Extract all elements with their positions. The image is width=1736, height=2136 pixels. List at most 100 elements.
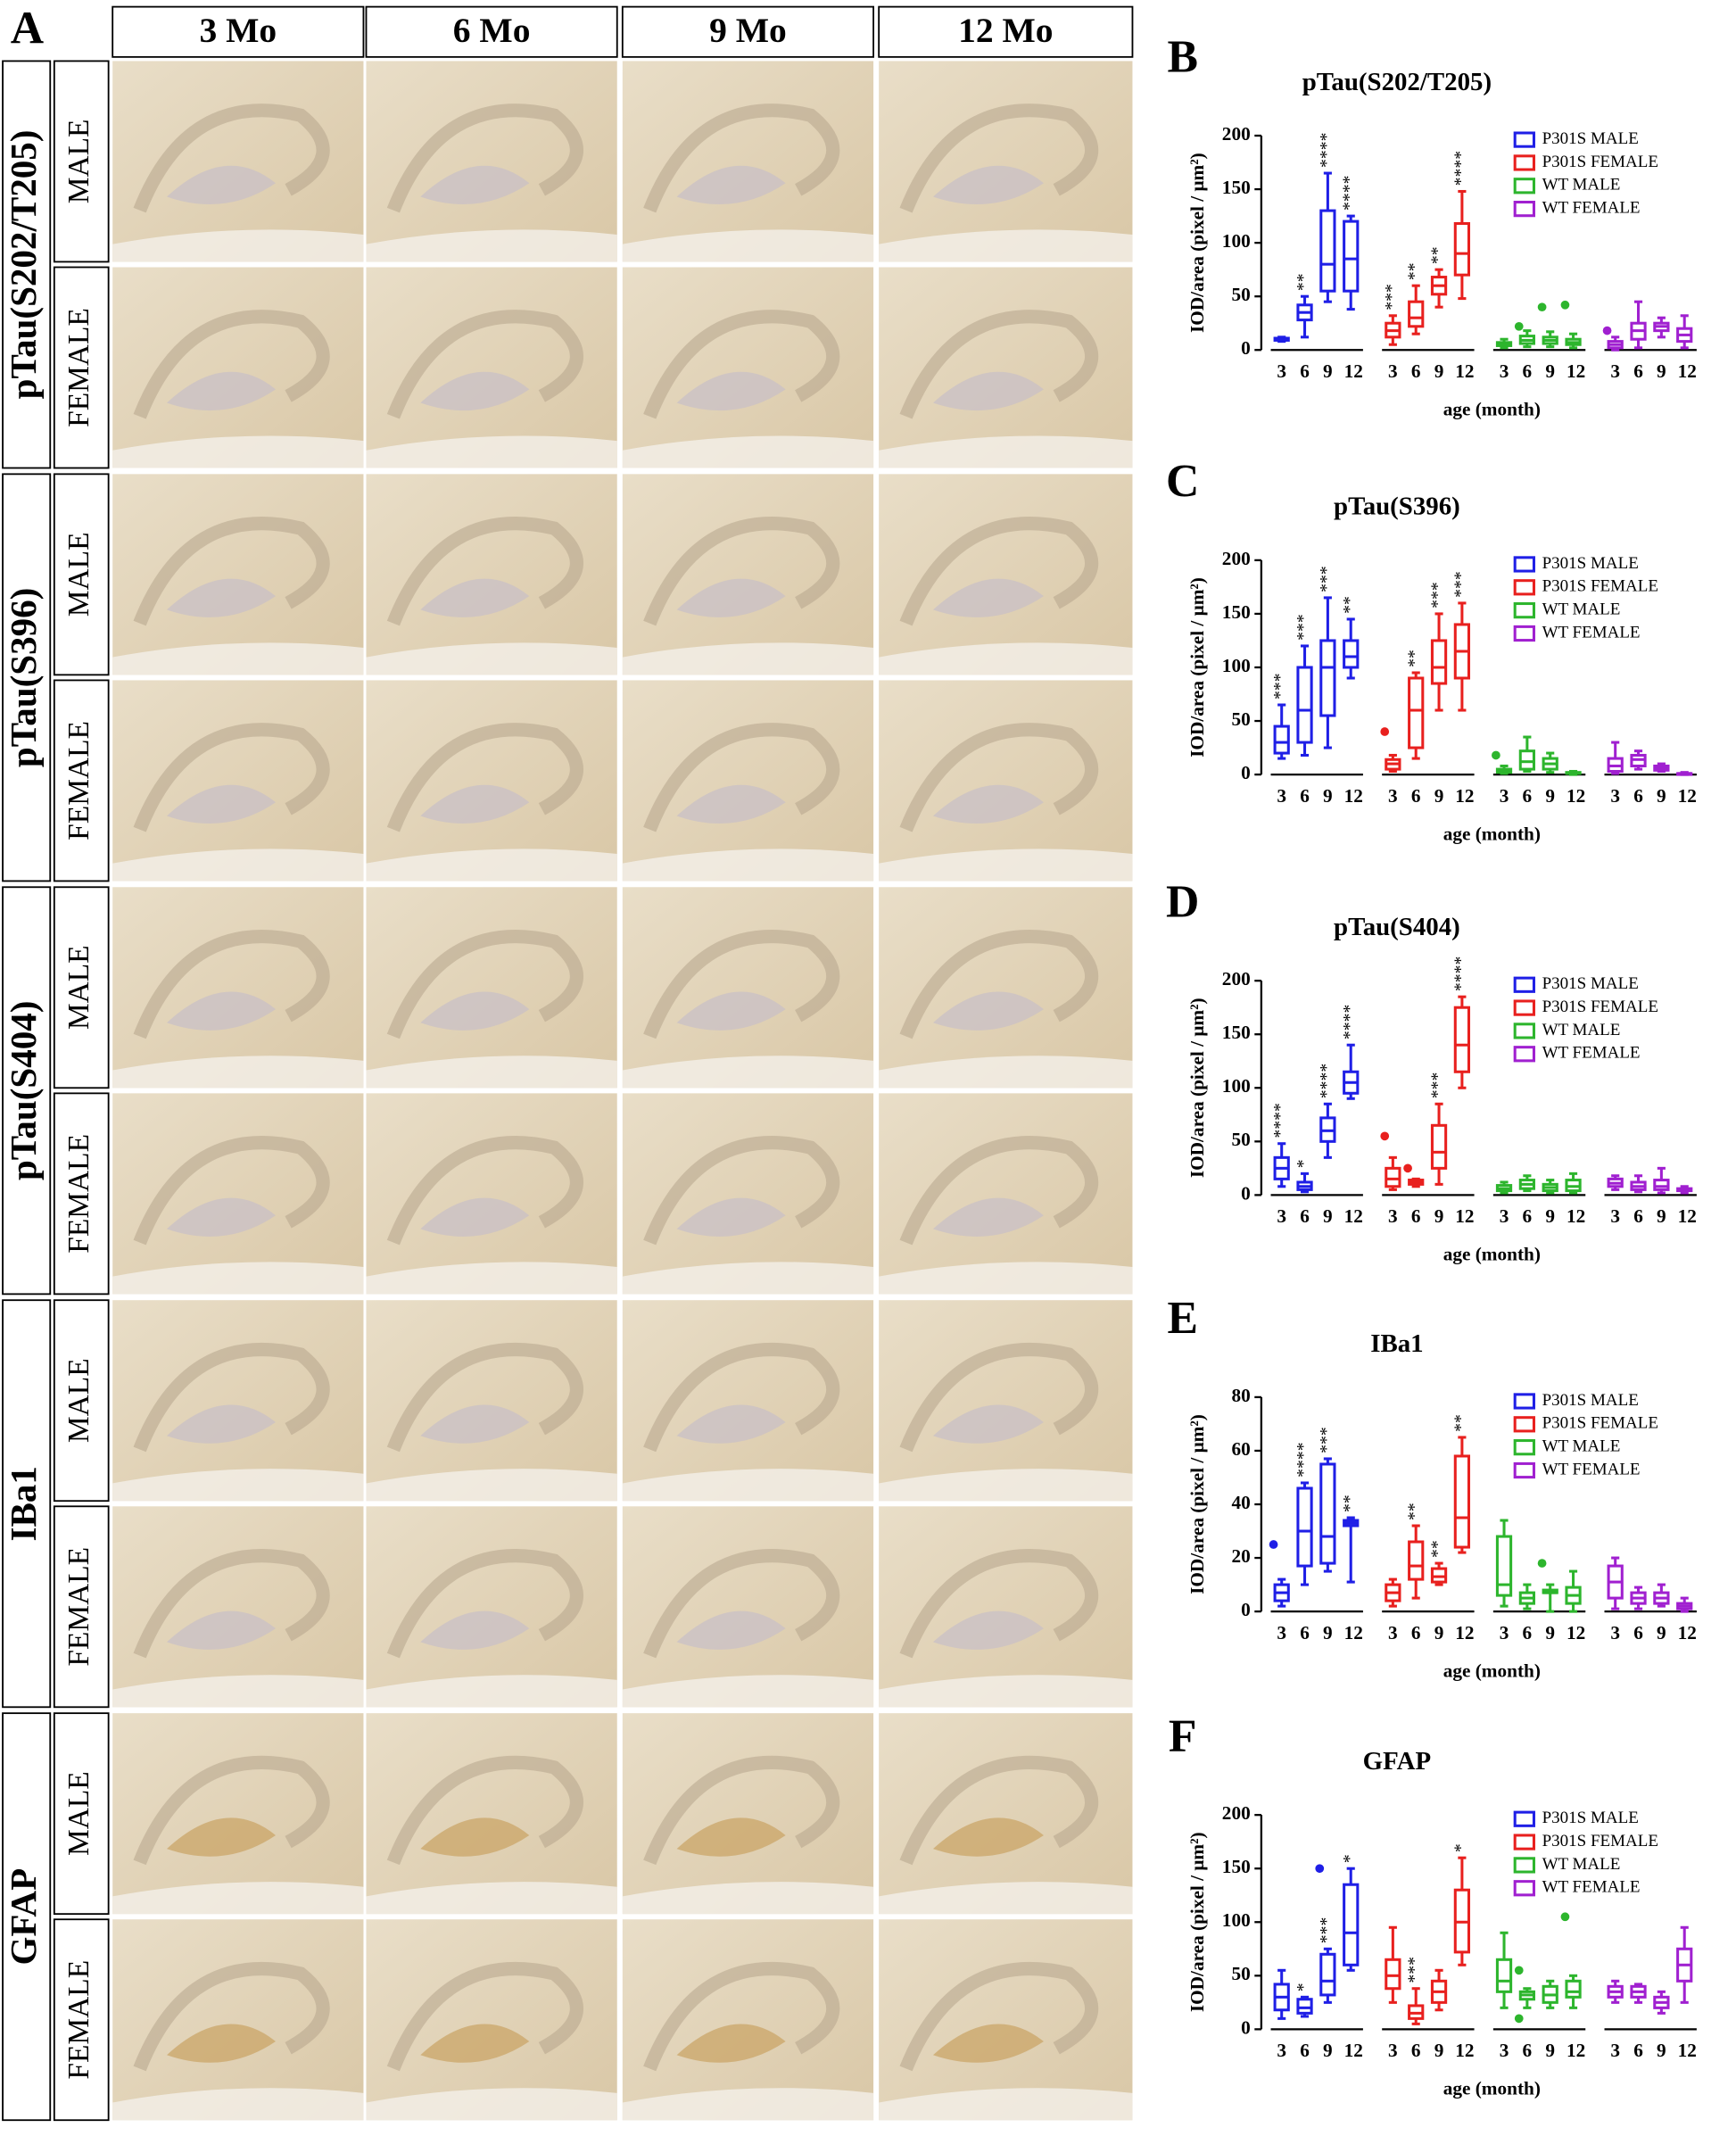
outlier (1514, 1966, 1524, 1975)
ventricle (112, 2088, 364, 2121)
y-tick-label: 50 (1231, 1129, 1250, 1150)
significance: ** (1428, 1540, 1448, 1558)
x-tick-label: 3 (1388, 785, 1398, 807)
hippocampus-outline (133, 929, 330, 1039)
ventricle (366, 435, 617, 468)
box (1296, 1998, 1313, 2015)
x-tick-label: 9 (1657, 1205, 1666, 1227)
chart-title: pTau(S404) (1334, 913, 1460, 941)
sex-box (53, 1918, 110, 2122)
sex-box (53, 679, 110, 882)
y-tick-label: 200 (1222, 548, 1251, 569)
y-tick-label: 150 (1222, 1856, 1251, 1877)
hippocampus-outline (386, 929, 583, 1039)
dentate-gyrus (676, 991, 786, 1031)
dentate-gyrus (167, 1404, 277, 1444)
outlier (1560, 1912, 1570, 1922)
ventricle (622, 1262, 874, 1295)
y-tick-label: 200 (1222, 123, 1251, 145)
legend-swatch (1513, 976, 1535, 993)
x-tick-label: 9 (1323, 360, 1333, 382)
dentate-gyrus (932, 1197, 1044, 1237)
legend-swatch (1513, 999, 1535, 1016)
dentate-gyrus (932, 1404, 1044, 1444)
legend-swatch (1513, 1834, 1535, 1850)
x-tick-label: 6 (1411, 785, 1421, 807)
hippocampus-outline (643, 1342, 840, 1453)
dentate-gyrus (676, 1610, 786, 1650)
x-tick-label: 9 (1545, 1205, 1555, 1227)
x-tick-label: 3 (1610, 1622, 1620, 1643)
hippocampus-outline (643, 1136, 840, 1246)
x-tick-label: 3 (1277, 360, 1286, 382)
legend-label: P301S MALE (1542, 554, 1639, 573)
x-tick-label: 9 (1323, 1622, 1333, 1643)
dentate-gyrus (932, 991, 1044, 1031)
legend-swatch (1513, 579, 1535, 596)
ventricle (879, 1882, 1133, 1915)
hippocampus-outline (386, 1136, 583, 1246)
outlier (1537, 1559, 1547, 1568)
ventricle (366, 642, 617, 675)
x-tick-label: 12 (1678, 2040, 1697, 2061)
significance: ** (1340, 1494, 1360, 1512)
ventricle (112, 849, 364, 882)
hippocampus-outline (899, 517, 1099, 626)
box (1408, 1540, 1425, 1581)
y-tick-label: 100 (1222, 230, 1251, 252)
hippocampus-outline (899, 929, 1099, 1039)
ventricle (112, 229, 364, 262)
x-tick-label: 12 (1344, 785, 1363, 807)
box (1453, 221, 1471, 277)
legend-swatch (1513, 625, 1535, 642)
significance: * (1294, 1159, 1313, 1168)
hippocampus-outline (643, 1755, 840, 1866)
x-tick-label: 6 (1300, 2040, 1310, 2061)
y-tick-label: 200 (1222, 968, 1251, 989)
marker-box (2, 473, 52, 882)
significance: * (1294, 1983, 1313, 1991)
y-tick-label: 50 (1231, 284, 1250, 305)
x-tick-label: 12 (1678, 1205, 1697, 1227)
ventricle (366, 2088, 617, 2121)
chart-title: pTau(S396) (1334, 493, 1460, 521)
dentate-gyrus (676, 784, 786, 824)
dentate-gyrus (932, 1817, 1044, 1857)
box (1565, 1979, 1582, 1999)
dentate-gyrus (420, 371, 530, 411)
legend-swatch (1513, 1880, 1535, 1897)
x-tick-label: 6 (1411, 360, 1421, 382)
ventricle (366, 1056, 617, 1089)
column-header-box (621, 5, 874, 58)
dentate-gyrus (167, 2024, 277, 2063)
legend-label: WT MALE (1542, 176, 1621, 195)
box (1343, 219, 1360, 293)
x-axis-label: age (month) (1443, 1244, 1541, 1265)
panel-letter: F (1169, 1710, 1197, 1761)
sex-label: FEMALE (62, 1547, 95, 1667)
legend-label: WT MALE (1542, 1021, 1621, 1039)
x-tick-label: 6 (1523, 360, 1533, 382)
legend-label: P301S FEMALE (1542, 577, 1658, 596)
hippocampus-outline (899, 1136, 1099, 1246)
chart-title: IBa1 (1370, 1329, 1423, 1358)
ventricle (366, 1262, 617, 1295)
hippocampus-outline (643, 310, 840, 419)
x-tick-label: 3 (1610, 2040, 1620, 2061)
hippocampus-outline (643, 1961, 840, 2072)
ventricle (879, 2088, 1133, 2121)
panel-letter: C (1166, 456, 1199, 507)
dentate-gyrus (420, 991, 530, 1031)
y-tick-label: 80 (1231, 1385, 1250, 1406)
box (1319, 639, 1336, 717)
dentate-gyrus (676, 1197, 786, 1237)
hippocampus-outline (133, 310, 330, 419)
x-tick-label: 12 (1455, 1622, 1474, 1643)
chart-title: GFAP (1363, 1747, 1431, 1776)
hippocampus-outline (643, 929, 840, 1039)
significance: *** (1317, 566, 1336, 592)
y-tick-label: 150 (1222, 1022, 1251, 1043)
sex-box (53, 1712, 110, 1916)
hippocampus-outline (133, 1342, 330, 1453)
significance: **** (1340, 176, 1360, 211)
